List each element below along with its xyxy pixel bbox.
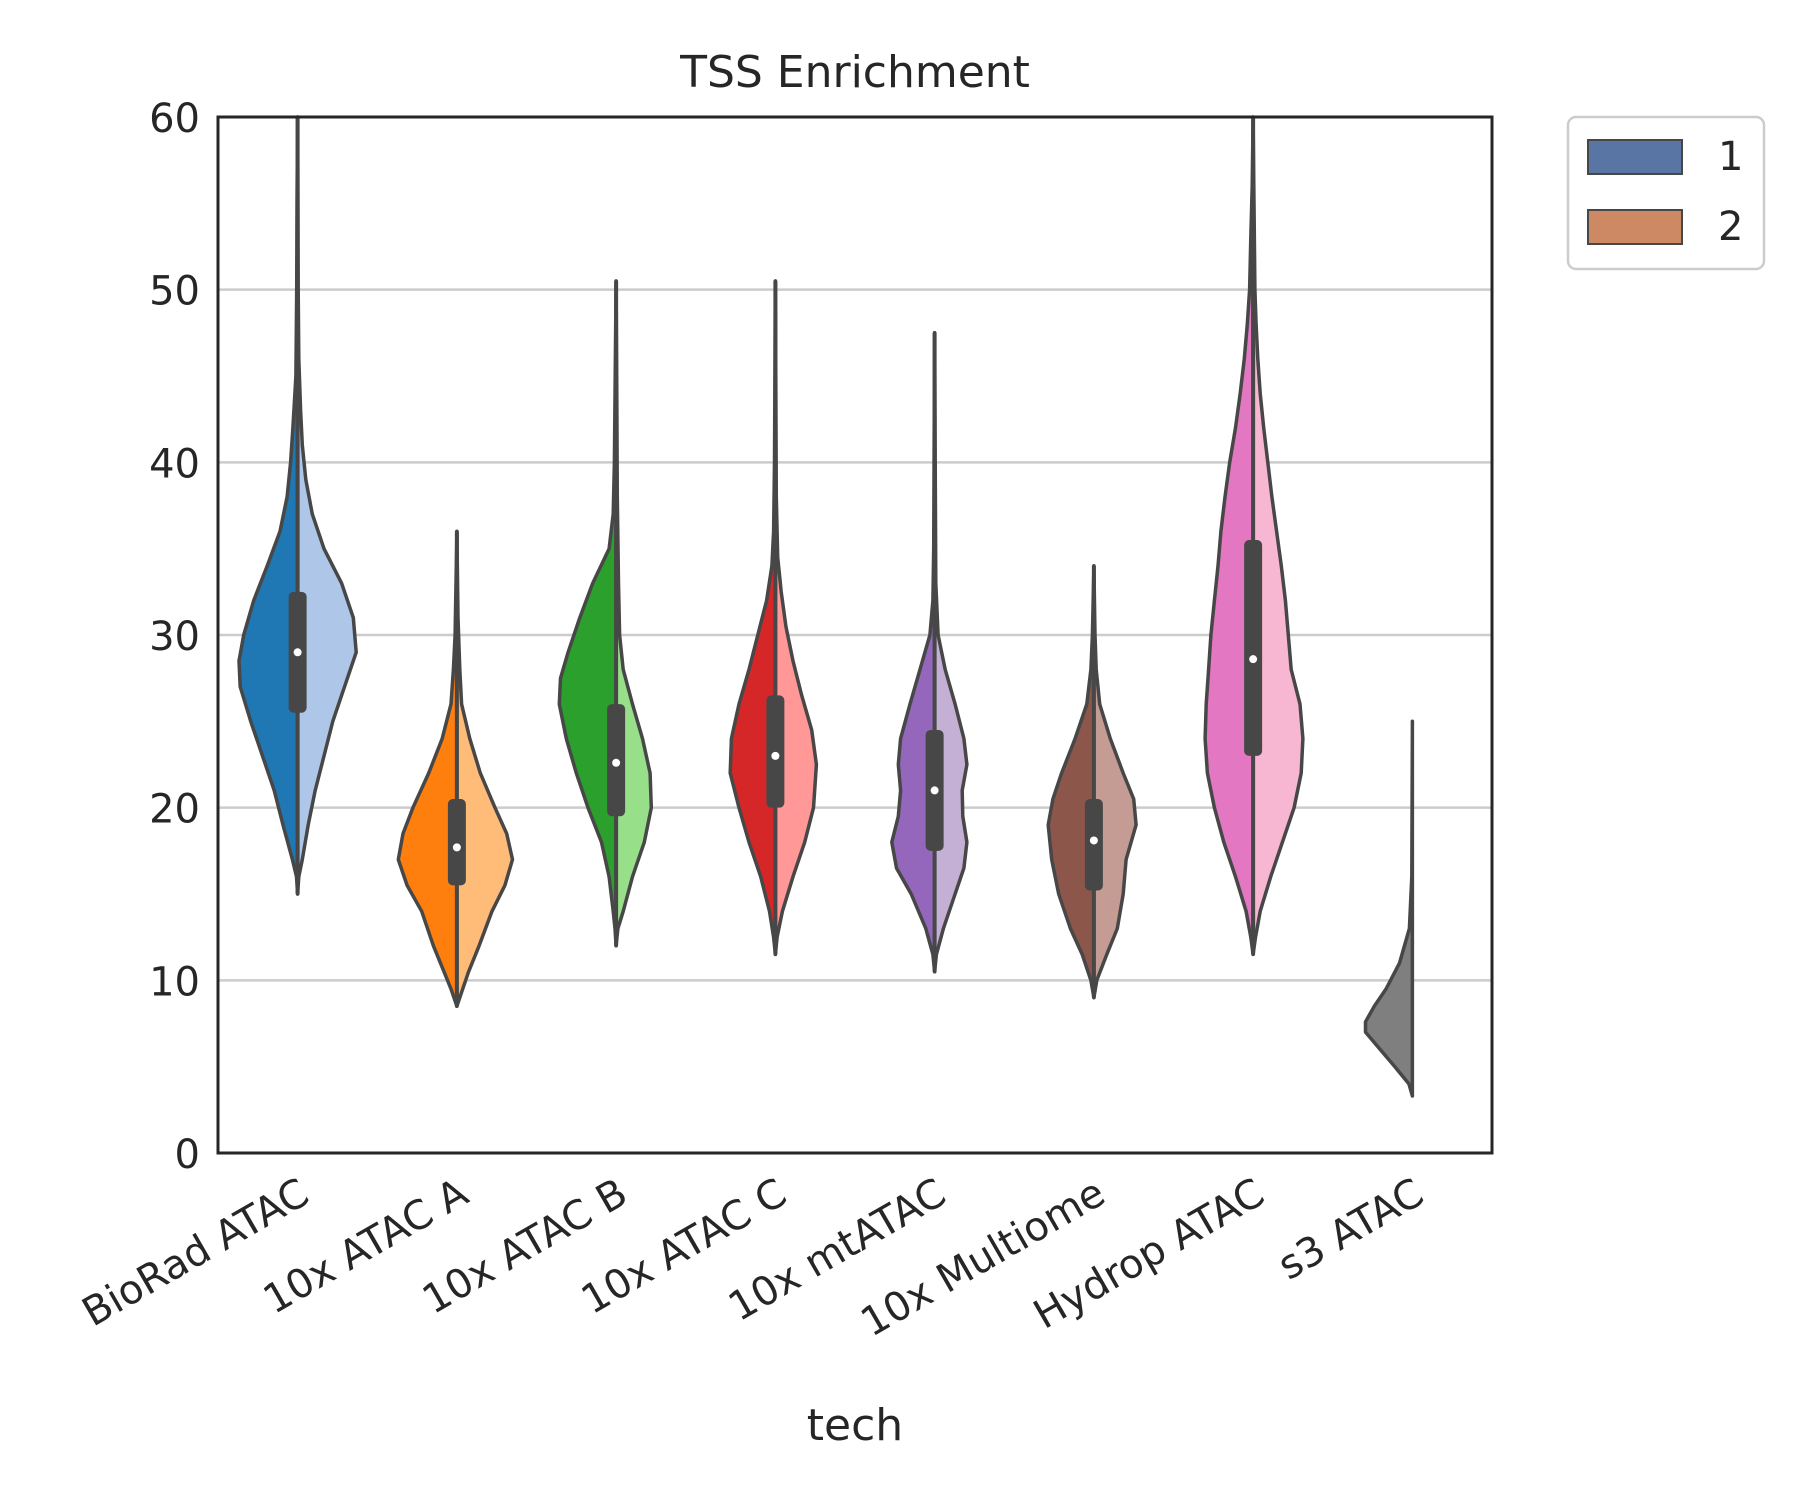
legend-swatch [1587,209,1683,245]
violin-biorad-atac [237,115,358,896]
violin-10x-mtatac [890,331,969,974]
chart-title: TSS Enrichment [679,47,1030,98]
violin-10x-atac-b [557,279,654,948]
median-point [771,751,780,760]
iqr-box [1244,540,1263,756]
y-tick-label: 0 [175,1132,200,1178]
legend-swatch [1587,139,1683,175]
median-point [1089,836,1098,845]
violin-10x-atac-c [728,279,819,957]
violin-half-left [1363,719,1415,1098]
legend-label: 2 [1718,204,1743,250]
y-tick-label: 10 [149,959,200,1005]
iqr-box [766,695,785,808]
median-point [612,758,621,767]
y-tick-label: 30 [149,614,200,660]
iqr-box [447,799,466,886]
median-point [452,843,461,852]
iqr-box [1084,799,1103,891]
plot-frame [216,115,1494,1155]
violin-s3-atac [1363,719,1415,1098]
y-axis-ticks: 0 10 20 30 40 50 60 [149,96,200,1178]
violins [237,115,1415,1098]
violin-10x-multiome [1046,564,1138,1000]
median-point [1249,655,1258,664]
median-point [930,786,939,795]
y-tick-label: 40 [149,441,200,487]
violin-10x-atac-a [396,529,515,1008]
violin-half-left [1203,115,1255,957]
y-tick-label: 60 [149,96,200,142]
legend-label: 1 [1718,134,1743,180]
y-tick-label: 20 [149,787,200,833]
y-tick-label: 50 [149,269,200,315]
median-point [293,648,302,657]
x-axis-label: tech [807,1400,903,1451]
legend: 12 [1566,115,1766,271]
violin-hydrop-atac [1203,115,1305,957]
